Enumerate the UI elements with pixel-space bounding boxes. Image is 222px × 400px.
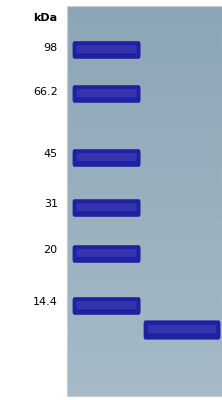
Bar	[67, 6, 222, 396]
FancyBboxPatch shape	[73, 297, 141, 315]
Text: 20: 20	[44, 245, 58, 255]
FancyBboxPatch shape	[73, 85, 141, 103]
FancyBboxPatch shape	[76, 301, 137, 309]
Text: 98: 98	[44, 43, 58, 53]
Text: 14.4: 14.4	[33, 297, 58, 307]
FancyBboxPatch shape	[73, 245, 141, 263]
FancyBboxPatch shape	[76, 45, 137, 53]
FancyBboxPatch shape	[76, 203, 137, 211]
FancyBboxPatch shape	[73, 199, 141, 217]
FancyBboxPatch shape	[73, 41, 141, 59]
Text: 45: 45	[44, 149, 58, 159]
FancyBboxPatch shape	[148, 325, 216, 333]
FancyBboxPatch shape	[73, 149, 141, 167]
Text: kDa: kDa	[34, 13, 58, 23]
FancyBboxPatch shape	[144, 320, 220, 340]
FancyBboxPatch shape	[76, 89, 137, 97]
FancyBboxPatch shape	[76, 249, 137, 257]
Text: 31: 31	[44, 199, 58, 209]
FancyBboxPatch shape	[76, 153, 137, 161]
Text: 66.2: 66.2	[33, 87, 58, 97]
